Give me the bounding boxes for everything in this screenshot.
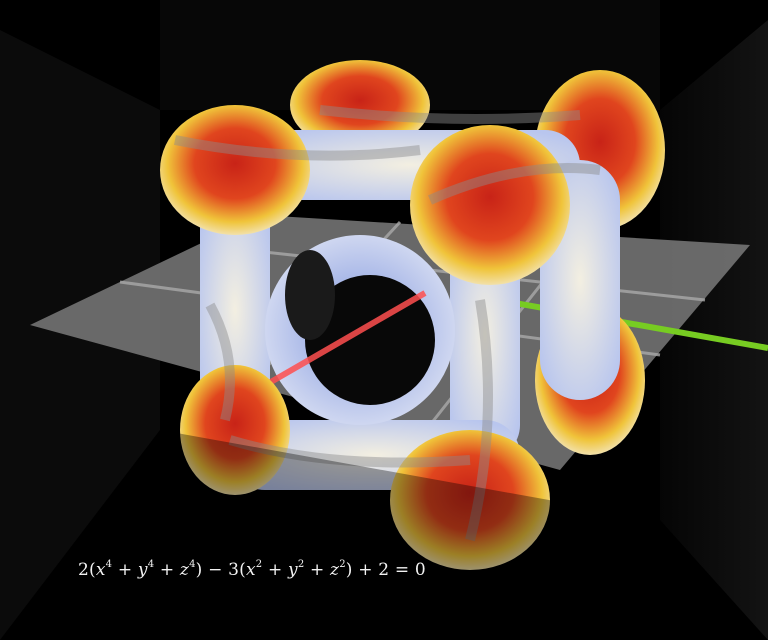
surface-lobe xyxy=(290,60,430,150)
surface-lobe xyxy=(390,430,550,570)
box-back-face xyxy=(160,0,660,110)
surface-ridges xyxy=(174,105,601,542)
surface-hole-shadow xyxy=(285,250,335,340)
box-bottom-face xyxy=(0,430,768,640)
equation-label: 2(x4 + y4 + z4) − 3(x2 + y2 + z2) + 2 = … xyxy=(78,559,426,581)
surface-lobe xyxy=(410,125,570,285)
surface-lobe xyxy=(180,365,290,495)
box-right-face xyxy=(660,20,768,640)
quartic-surface xyxy=(160,60,665,570)
equation-text: 2(x4 + y4 + z4) − 3(x2 + y2 + z2) + 2 = … xyxy=(78,559,426,581)
surface-lobe xyxy=(160,105,310,235)
